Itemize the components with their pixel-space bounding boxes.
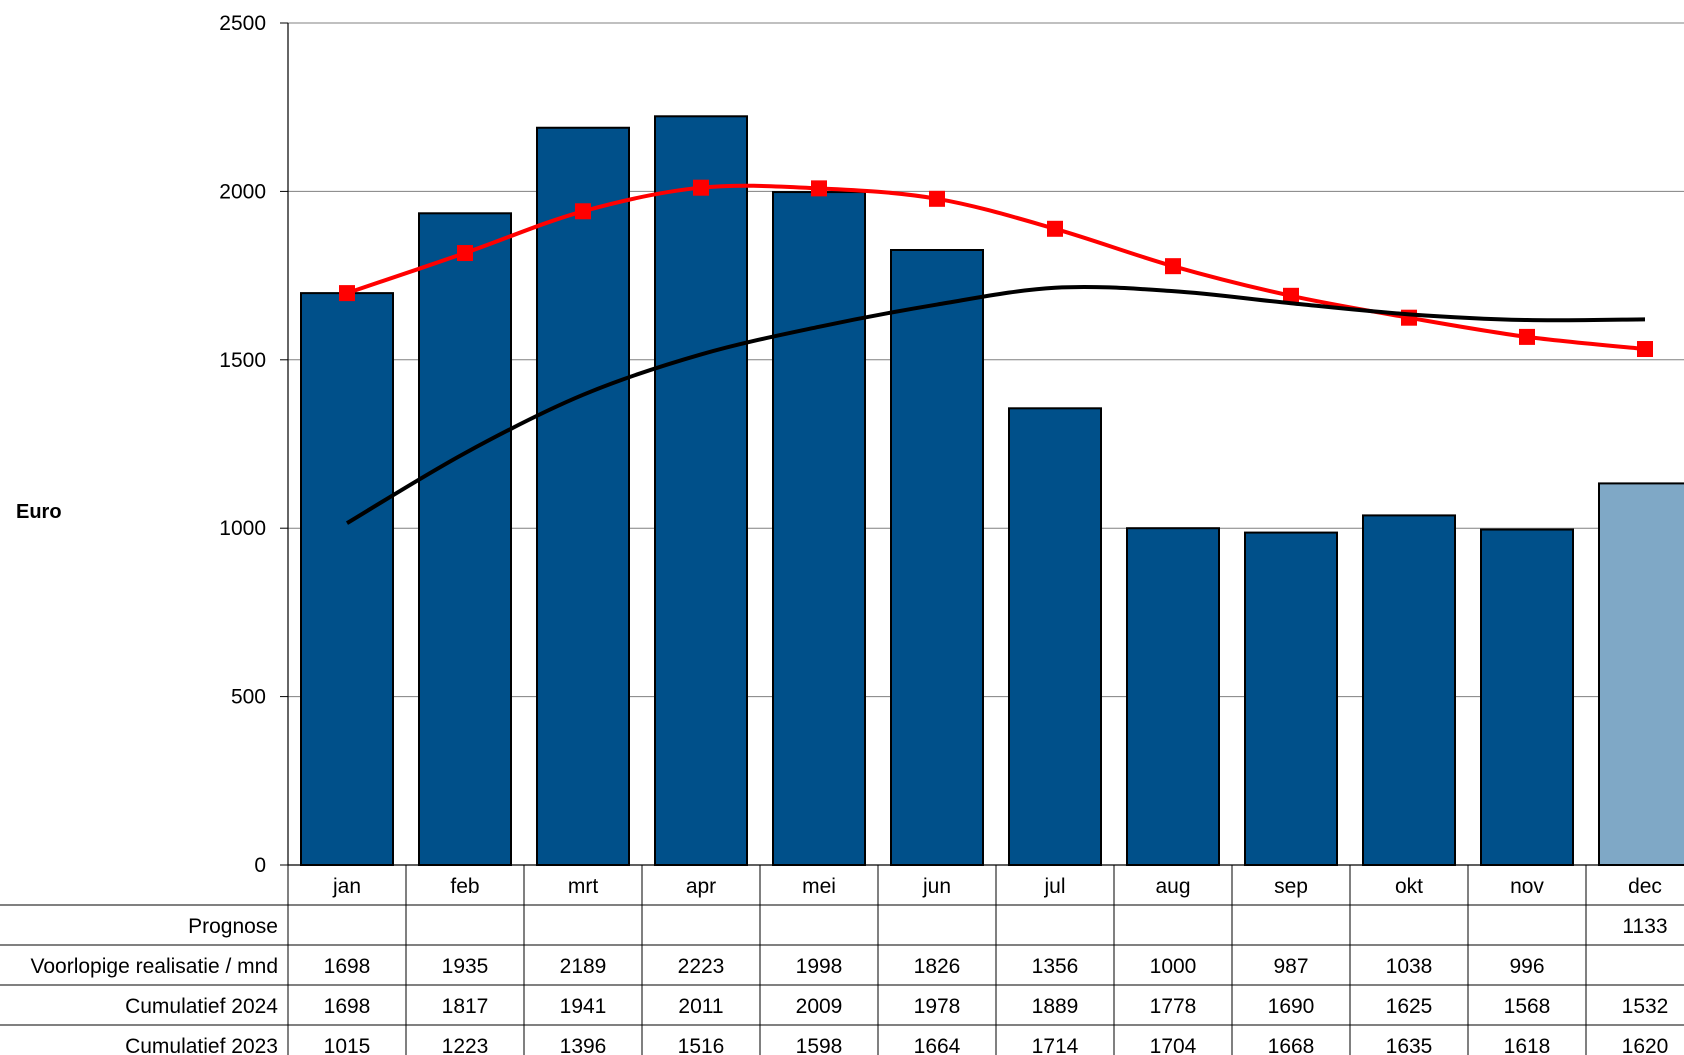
- marker-cumulatief-2024: [693, 179, 709, 196]
- y-tick-label: 1000: [219, 517, 266, 540]
- bar-realisatie: [1008, 407, 1102, 866]
- table-cell: 1356: [1032, 955, 1079, 978]
- marker-cumulatief-2024: [457, 245, 473, 262]
- table-cell: 1889: [1032, 995, 1079, 1018]
- marker-cumulatief-2024: [929, 190, 945, 207]
- table-cell: 2189: [560, 955, 607, 978]
- table-cell: 1817: [442, 995, 489, 1018]
- table-row-label: Cumulatief 2024: [125, 995, 278, 1018]
- table-cell: 2223: [678, 955, 725, 978]
- marker-cumulatief-2024: [1165, 258, 1181, 275]
- table-row-label: Cumulatief 2023: [125, 1035, 278, 1055]
- marker-cumulatief-2024: [1283, 287, 1299, 304]
- table-cell: 1664: [914, 1035, 961, 1055]
- table-cell: 1704: [1150, 1035, 1197, 1055]
- bar-realisatie: [536, 126, 630, 866]
- table-cell: 1826: [914, 955, 961, 978]
- x-tick-label: apr: [686, 875, 716, 898]
- bar-realisatie: [1126, 527, 1220, 866]
- table-cell: 1396: [560, 1035, 607, 1055]
- table-cell: 1998: [796, 955, 843, 978]
- marker-cumulatief-2024: [1519, 328, 1535, 345]
- bar-prognose: [1598, 482, 1684, 866]
- table-cell: 1978: [914, 995, 961, 1018]
- bar-realisatie: [654, 115, 748, 867]
- table-cell: 1000: [1150, 955, 1197, 978]
- x-tick-label: aug: [1155, 875, 1190, 898]
- x-tick-label: mei: [802, 875, 836, 898]
- table-cell: 1668: [1268, 1035, 1315, 1055]
- table-cell: 1935: [442, 955, 489, 978]
- table-cell: 1620: [1622, 1035, 1669, 1055]
- data-table: jan feb mrt apr mei jun jul aug sep okt nov dec Prog…: [0, 865, 1684, 1055]
- marker-cumulatief-2024: [575, 203, 591, 220]
- x-tick-label: jul: [1043, 875, 1065, 898]
- marker-cumulatief-2024: [811, 180, 827, 197]
- x-tick-label: jan: [332, 875, 361, 898]
- bar-realisatie: [1480, 528, 1574, 866]
- table-row-label: Prognose: [188, 915, 278, 938]
- table-cell: 1698: [324, 995, 371, 1018]
- y-tick-label: 2000: [219, 180, 266, 203]
- bar-realisatie: [772, 191, 866, 866]
- bar-realisatie: [1244, 531, 1338, 867]
- bar-realisatie: [890, 249, 984, 867]
- table-cell: 1568: [1504, 995, 1551, 1018]
- table-cell: 2011: [678, 995, 723, 1018]
- table-cell: 1941: [560, 995, 607, 1018]
- x-tick-label: okt: [1395, 875, 1423, 898]
- marker-cumulatief-2024: [1047, 220, 1063, 237]
- bar-realisatie: [418, 212, 512, 867]
- marker-cumulatief-2024: [1637, 341, 1653, 358]
- x-tick-label: jun: [922, 875, 951, 898]
- table-cell: 996: [1509, 955, 1544, 978]
- bars: [300, 115, 1684, 867]
- table-row-label: Voorlopige realisatie / mnd: [31, 955, 278, 978]
- x-tick-label: mrt: [568, 875, 598, 898]
- table-cell: 1532: [1622, 995, 1669, 1018]
- table-cell: 1038: [1386, 955, 1433, 978]
- axes: 0 500 1000 1500 2000 2500: [219, 12, 1684, 877]
- table-cell: 1133: [1622, 915, 1667, 938]
- table-cell: 1698: [324, 955, 371, 978]
- table-cell: 1015: [324, 1035, 371, 1055]
- y-tick-label: 500: [231, 686, 266, 709]
- y-tick-label: 2500: [219, 12, 266, 35]
- x-tick-label: feb: [450, 875, 479, 898]
- table-cell: 1223: [442, 1035, 489, 1055]
- table-cell: 1516: [678, 1035, 725, 1055]
- y-tick-label: 1500: [219, 349, 266, 372]
- bar-realisatie: [300, 292, 394, 866]
- table-cell: 1778: [1150, 995, 1197, 1018]
- x-tick-label: nov: [1510, 875, 1544, 898]
- bar-realisatie: [1362, 514, 1456, 866]
- table-cell: 1714: [1032, 1035, 1079, 1055]
- x-tick-label: dec: [1628, 875, 1662, 898]
- table-cell: 1690: [1268, 995, 1315, 1018]
- y-tick-label: 0: [254, 854, 266, 877]
- table-cell: 1618: [1504, 1035, 1551, 1055]
- table-cell: 1625: [1386, 995, 1433, 1018]
- series-lines: [339, 179, 1653, 525]
- table-cell: 1598: [796, 1035, 843, 1055]
- table-cell: 1635: [1386, 1035, 1433, 1055]
- table-cell: 987: [1273, 955, 1308, 978]
- y-axis-label: Euro: [16, 501, 62, 523]
- marker-cumulatief-2024: [339, 285, 355, 302]
- x-tick-label: sep: [1274, 875, 1308, 898]
- line-cumulatief-2023: [345, 284, 1646, 525]
- table-cell: 2009: [796, 995, 843, 1018]
